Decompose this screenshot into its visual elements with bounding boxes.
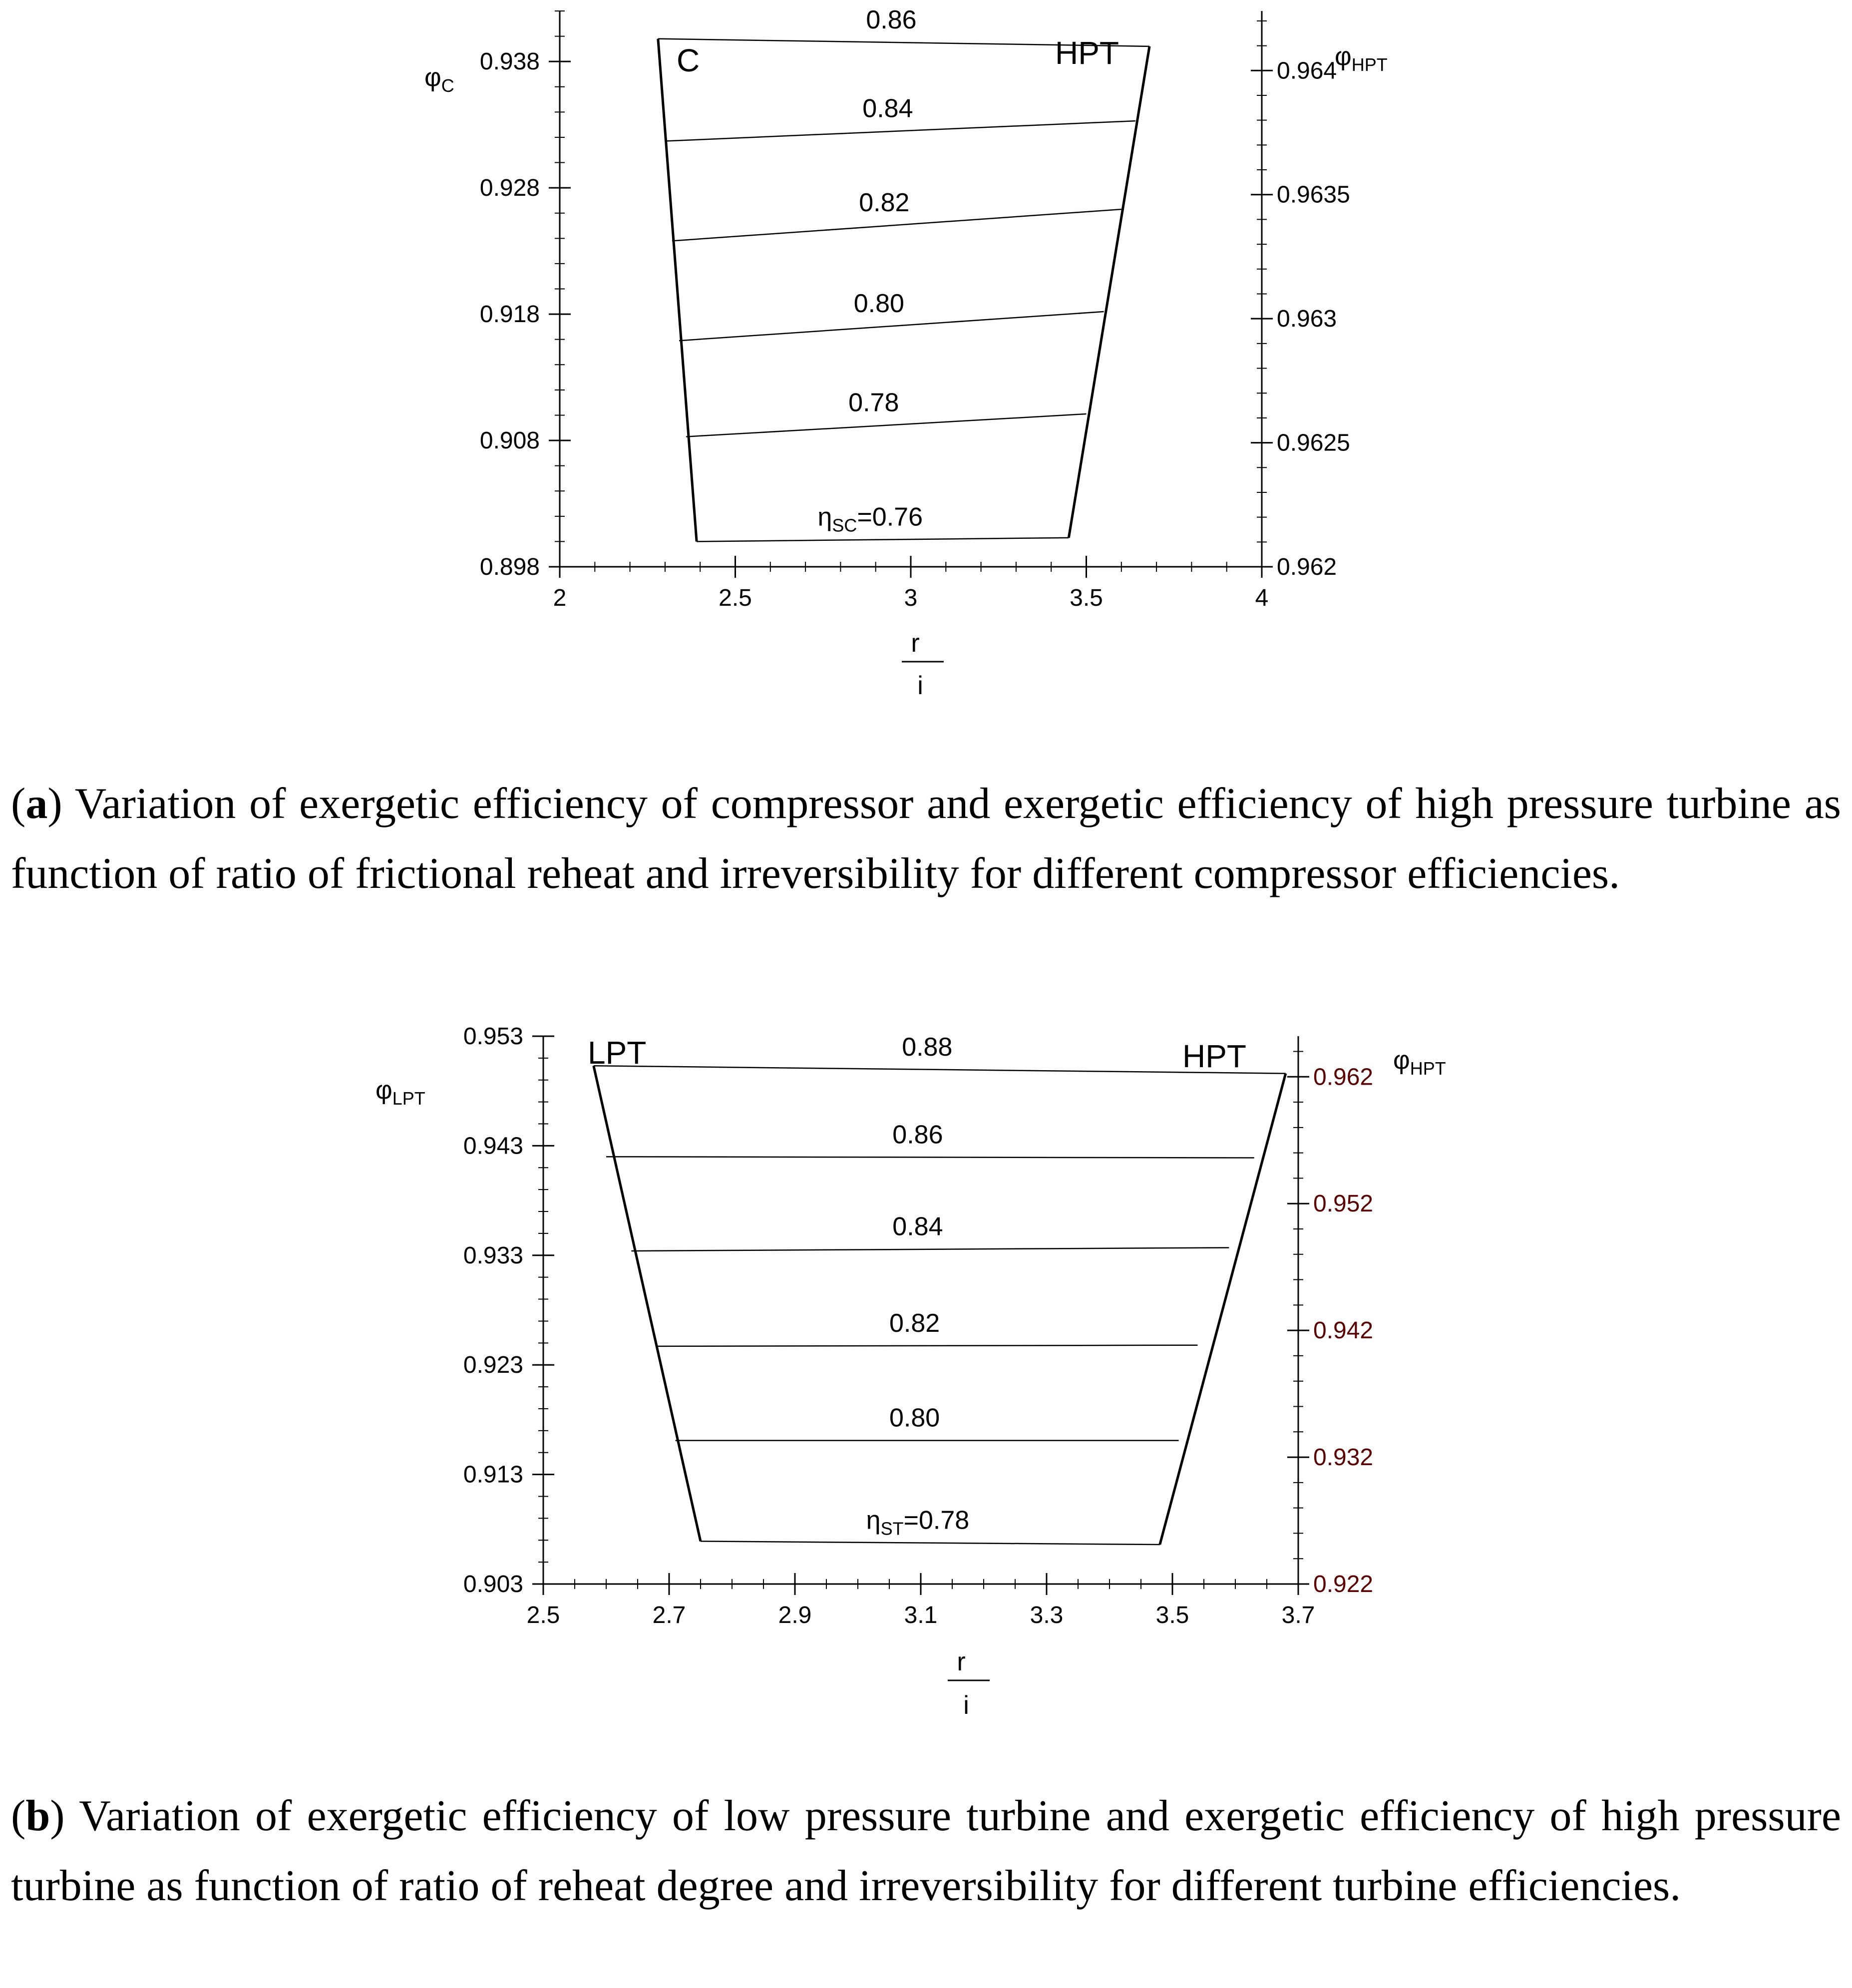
x-tick-label: 2.7 (653, 1602, 686, 1628)
series-label-0.78: ηST=0.78 (866, 1506, 970, 1539)
series-label-0.84: 0.84 (862, 94, 913, 123)
y-right-tick-label: 0.9625 (1277, 430, 1350, 456)
series-label-0.80: 0.80 (889, 1404, 940, 1433)
series-label-0.88: 0.88 (902, 1033, 952, 1062)
series-lines (657, 38, 1151, 542)
chart-a: 2 2.5 3 3.5 4 0.898 0.908 0.918 0.928 0.938 0.962 0… (424, 5, 1388, 700)
y-left-title: φC (424, 63, 454, 96)
curve-label-lpt: LPT (588, 1035, 646, 1071)
curve-label-hpt: HPT (1182, 1038, 1246, 1074)
series-line-0.78 (700, 1541, 1160, 1546)
series-label-0.86: 0.86 (892, 1120, 943, 1149)
x-title-numerator: r (957, 1647, 965, 1676)
boundary-right-line (1067, 46, 1151, 538)
curve-label-hpt: HPT (1055, 35, 1119, 71)
series-label-suffix: =0.76 (857, 503, 923, 532)
caption-b: (b) Variation of exergetic efficiency of… (11, 1792, 1841, 1910)
x-title-denominator: i (917, 671, 923, 700)
y-left-tick-label: 0.953 (463, 1023, 523, 1050)
series-line-0.84 (665, 120, 1135, 142)
series-line-0.76 (697, 537, 1069, 542)
caption-a: (a) Variation of exergetic efficiency of… (11, 780, 1841, 898)
x-tick-label: 2 (553, 585, 567, 611)
y-right-tick-label: 0.942 (1313, 1317, 1373, 1344)
series-label-0.80: 0.80 (854, 289, 904, 318)
x-tick-label: 3.5 (1070, 585, 1103, 611)
x-tick-label: 2.5 (527, 1602, 560, 1628)
y-right-tick-label: 0.962 (1277, 554, 1337, 580)
series-label-prefix: η (818, 503, 832, 532)
series-label-sub: ST (881, 1519, 904, 1539)
y-right-tick-label: 0.963 (1277, 306, 1337, 332)
caption-b-tag: b (25, 1792, 50, 1840)
series-labels: 0.86 0.84 0.82 0.80 0.78 ηSC=0.76 (818, 5, 923, 535)
series-label-0.78: 0.78 (848, 389, 899, 417)
y-right-tick-label: 0.9635 (1277, 182, 1350, 208)
y-left-tick-label: 0.923 (463, 1352, 523, 1378)
y-left-title: φLPT (375, 1076, 425, 1109)
y-right-tick-label: 0.962 (1313, 1064, 1373, 1090)
caption-b-text: ) Variation of exergetic efficiency of l… (11, 1792, 1841, 1910)
series-label-suffix: =0.78 (904, 1506, 970, 1535)
series-labels: 0.88 0.86 0.84 0.82 0.80 ηST=0.78 (866, 1033, 970, 1539)
y-left-tick-label: 0.918 (480, 301, 540, 328)
y-left-tick-label: 0.908 (480, 427, 540, 454)
series-line-0.82 (672, 208, 1121, 242)
series-line-0.82 (656, 1344, 1198, 1347)
boundary-right-line (1158, 1073, 1287, 1545)
series-label-0.82: 0.82 (889, 1309, 940, 1338)
caption-a-tag: a (25, 780, 48, 828)
x-tick-label: 3.7 (1282, 1602, 1315, 1628)
series-lines (592, 1065, 1287, 1546)
x-tick-label: 2.5 (719, 585, 752, 611)
series-label-0.84: 0.84 (892, 1212, 943, 1241)
series-label-prefix: η (866, 1506, 881, 1535)
series-line-0.88 (593, 1065, 1286, 1074)
x-tick-label: 3.5 (1156, 1602, 1189, 1628)
x-tick-label: 3 (904, 585, 918, 611)
tick-labels: 2.5 2.7 2.9 3.1 3.3 3.5 3.7 0.903 0.913 0.923 0.93… (463, 1023, 1373, 1628)
series-label-0.86: 0.86 (866, 5, 916, 34)
x-tick-label: 2.9 (778, 1602, 812, 1628)
series-line-0.78 (686, 413, 1087, 437)
x-title-denominator: i (963, 1691, 969, 1720)
y-right-title: φHPT (1335, 42, 1388, 75)
y-left-tick-label: 0.898 (480, 554, 540, 580)
x-tick-label: 4 (1255, 585, 1269, 611)
tick-labels: 2 2.5 3 3.5 4 0.898 0.908 0.918 0.928 0.938 0.962 0… (480, 48, 1350, 611)
y-left-tick-label: 0.943 (463, 1133, 523, 1159)
y-right-tick-label: 0.952 (1313, 1191, 1373, 1217)
y-right-title: φHPT (1393, 1046, 1446, 1079)
series-line-0.80 (679, 311, 1104, 342)
chart-b: 2.5 2.7 2.9 3.1 3.3 3.5 3.7 0.903 0.913 0.923 0.93… (375, 1023, 1446, 1720)
series-label-0.82: 0.82 (859, 188, 909, 217)
x-tick-label: 3.1 (904, 1602, 938, 1628)
series-line-0.86 (658, 38, 1150, 47)
y-right-tick-label: 0.922 (1313, 1571, 1373, 1597)
series-line-0.86 (606, 1156, 1254, 1159)
y-right-tick-label: 0.932 (1313, 1444, 1373, 1471)
y-left-tick-label: 0.938 (480, 48, 540, 75)
curve-label-c: C (677, 42, 700, 78)
boundary-left-line (592, 1065, 702, 1542)
x-title-numerator: r (911, 629, 919, 658)
ticks (532, 1035, 1309, 1595)
y-left-tick-label: 0.913 (463, 1462, 523, 1488)
series-label-sub: SC (832, 515, 857, 536)
ticks (549, 10, 1273, 578)
y-left-tick-label: 0.903 (463, 1571, 523, 1597)
caption-a-text: ) Variation of exergetic efficiency of c… (11, 780, 1841, 898)
y-left-tick-label: 0.933 (463, 1242, 523, 1269)
y-left-tick-label: 0.928 (480, 175, 540, 201)
x-tick-label: 3.3 (1030, 1602, 1064, 1628)
boundary-left-line (657, 38, 698, 542)
series-label-0.76: ηSC=0.76 (818, 503, 923, 536)
y-right-tick-label: 0.964 (1277, 57, 1337, 84)
series-line-0.84 (631, 1247, 1229, 1252)
